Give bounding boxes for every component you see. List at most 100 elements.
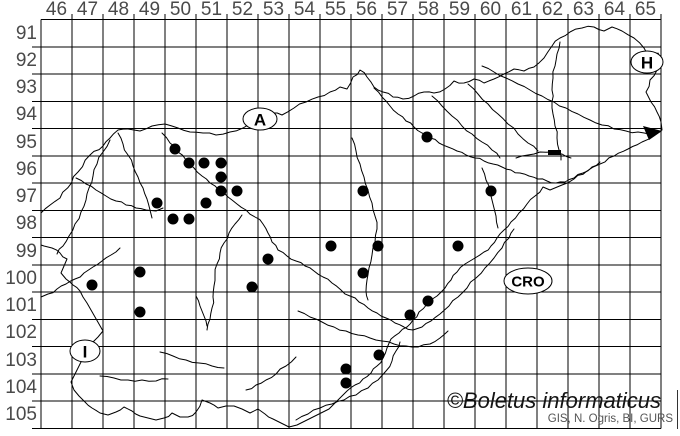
country-label-ellipse-croatia (503, 267, 553, 295)
border-south-istria (40, 244, 290, 428)
row-label: 93 (15, 77, 37, 98)
row-label: 104 (5, 376, 37, 398)
occurrence-dot (167, 213, 179, 225)
borders-and-rivers (40, 25, 678, 429)
border-southeast-croatia (288, 134, 656, 428)
country-labels: A H CRO I (69, 50, 664, 363)
karst-line-3 (245, 356, 297, 391)
occurrence-dot (262, 253, 274, 265)
river-idrijca (117, 132, 153, 219)
occurrence-dot (183, 213, 195, 225)
river-ledava (551, 41, 562, 161)
row-label: 103 (5, 349, 37, 371)
occurrence-dot (134, 306, 146, 318)
occurrence-dot (215, 185, 227, 197)
row-label: 102 (5, 322, 37, 344)
row-label: 91 (15, 22, 37, 44)
ptuj-lake-mark (548, 150, 561, 155)
river-east-stream (481, 167, 499, 229)
river-kolpa (295, 341, 401, 421)
attribution-text: GIS, N. Ogris, BI, GURS (547, 413, 673, 425)
river-sava (161, 132, 515, 331)
occurrence-dot (325, 240, 337, 252)
karst-line-1 (99, 375, 169, 382)
river-mura (481, 65, 650, 135)
occurrence-dot (340, 363, 352, 375)
river-ljubljanica (206, 214, 243, 331)
row-label: 101 (5, 295, 37, 316)
river-pivka (195, 295, 208, 327)
country-label-croatia: CRO (511, 274, 545, 291)
occurrence-dot (485, 185, 497, 197)
column-label: 61 (510, 0, 533, 20)
occurrence-dot (198, 157, 210, 169)
column-label: 58 (417, 0, 440, 20)
occurrence-dot (404, 309, 416, 321)
column-label: 59 (448, 0, 471, 20)
occurrence-dot (246, 281, 258, 293)
occurrence-dot (421, 131, 433, 143)
column-label: 64 (603, 0, 626, 20)
occurrence-dot (134, 266, 146, 278)
row-label: 96 (15, 158, 37, 180)
river-ptuj-channel (515, 151, 572, 159)
row-label: 98 (15, 213, 37, 235)
river-krka (297, 310, 449, 348)
occurrence-dot (373, 349, 385, 361)
river-soca (56, 139, 111, 255)
row-label: 92 (15, 49, 37, 71)
river-ne-stream-2 (467, 83, 539, 152)
column-label: 48 (107, 0, 130, 20)
border-east-tip-mark (643, 126, 662, 140)
row-label: 97 (15, 186, 37, 207)
occurrence-dot (357, 185, 369, 197)
column-label: 52 (231, 0, 254, 20)
column-label: 56 (355, 0, 378, 20)
occurrence-dot (372, 240, 384, 252)
row-label: 105 (5, 404, 37, 425)
row-label: 99 (15, 240, 37, 262)
country-label-ellipse-austria (242, 107, 278, 131)
border-north-austria (40, 25, 663, 214)
occurrence-dot (215, 171, 227, 183)
country-label-austria: A (254, 111, 266, 130)
row-label: 95 (15, 131, 37, 153)
river-savinja (351, 137, 378, 301)
column-label: 60 (479, 0, 502, 20)
occurrence-dot (357, 267, 369, 279)
column-label: 49 (138, 0, 161, 20)
row-label: 94 (15, 104, 37, 126)
column-label: 54 (293, 0, 316, 20)
river-sava-bohinjka (75, 177, 164, 212)
river-vipava (40, 247, 121, 298)
column-label: 63 (572, 0, 595, 20)
column-label: 50 (169, 0, 192, 20)
country-label-hungary: H (641, 54, 653, 73)
occurrence-dot (340, 377, 352, 389)
column-label: 57 (386, 0, 409, 20)
country-label-ellipse-italy (69, 339, 101, 363)
row-label: 100 (5, 267, 37, 289)
column-label: 47 (76, 0, 99, 20)
occurrence-dot (183, 157, 195, 169)
occurrence-dot (200, 197, 212, 209)
column-label: 62 (541, 0, 564, 20)
occurrence-dot (169, 143, 181, 155)
column-label: 53 (262, 0, 285, 20)
column-label: 51 (200, 0, 223, 20)
occurrence-dots-layer (86, 131, 497, 389)
occurrence-dot (231, 185, 243, 197)
occurrence-dot (452, 240, 464, 252)
country-label-ellipse-hungary (630, 50, 664, 74)
occurrence-dot (422, 295, 434, 307)
copyright-text: ©Boletus informaticus (446, 388, 661, 413)
country-label-italy: I (83, 343, 88, 362)
karst-line-2 (159, 351, 225, 369)
river-drava (373, 87, 601, 184)
grid-lines (32, 14, 662, 429)
column-label: 65 (634, 0, 657, 20)
occurrence-dot (215, 157, 227, 169)
occurrence-dot (86, 279, 98, 291)
